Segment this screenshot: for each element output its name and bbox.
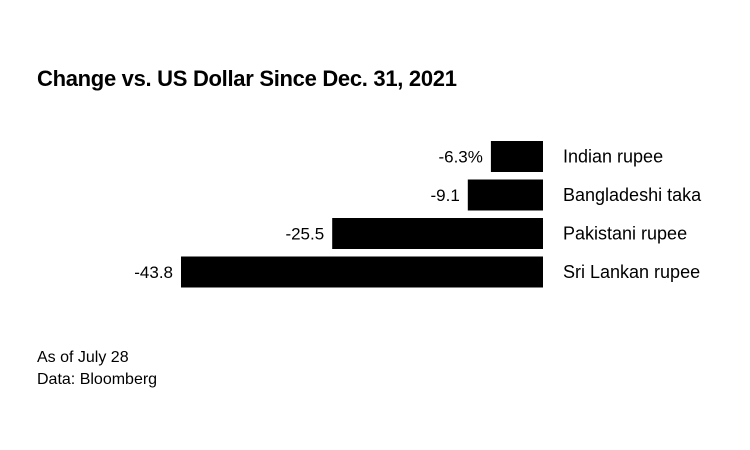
chart-title: Change vs. US Dollar Since Dec. 31, 2021 (37, 66, 457, 91)
bars-layer: -6.3% Indian rupee -9.1 Bangladeshi taka -25… (134, 141, 702, 288)
value-label-bangladeshi-taka: -9.1 (431, 186, 460, 205)
value-label-pakistani-rupee: -25.5 (285, 225, 324, 244)
bar-pakistani-rupee (332, 218, 543, 249)
category-label-pakistani-rupee: Pakistani rupee (563, 224, 687, 244)
value-label-indian-rupee: -6.3% (438, 148, 482, 167)
category-label-sri-lankan-rupee: Sri Lankan rupee (563, 262, 700, 282)
category-label-bangladeshi-taka: Bangladeshi taka (563, 185, 702, 205)
category-label-indian-rupee: Indian rupee (563, 147, 663, 167)
value-label-sri-lankan-rupee: -43.8 (134, 263, 173, 282)
footnote-as-of: As of July 28 (37, 349, 129, 366)
bar-bangladeshi-taka (467, 179, 543, 211)
bar-indian-rupee (490, 141, 543, 172)
bar-sri-lankan-rupee (181, 256, 543, 288)
footnote-source: Data: Bloomberg (37, 371, 158, 388)
